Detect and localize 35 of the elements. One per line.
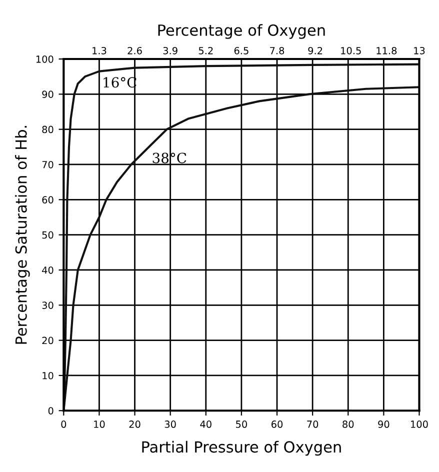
y-axis-title: Percentage Saturation of Hb.	[15, 126, 30, 344]
y-tick-label: 30	[42, 302, 54, 309]
y-tick-label: 20	[42, 336, 54, 344]
x-tick-label: 40	[200, 420, 212, 428]
x-tick-label: 50	[236, 420, 247, 428]
y-tick-label: 10	[42, 372, 54, 380]
x2-tick-label: 3.9	[163, 46, 178, 54]
x2-tick-label: 5.2	[198, 46, 213, 54]
x-tick-label: 10	[94, 420, 105, 428]
x2-tick-label: 11.8	[376, 46, 397, 54]
x2-tick-label: 7.8	[270, 46, 284, 54]
x2-axis-title: Percentage of Oxygen	[158, 24, 325, 39]
y-tick-label: 50	[42, 231, 54, 239]
y-tick-label: 80	[42, 126, 54, 134]
x-tick-label: 60	[272, 420, 283, 428]
x2-tick-label: 1.3	[92, 46, 106, 54]
x2-tick-label: 10.5	[341, 46, 361, 54]
y-tick-label: 60	[42, 196, 54, 204]
y-tick-label: 0	[48, 407, 54, 414]
x2-tick-label: 13	[414, 46, 425, 54]
x-axis-title: Partial Pressure of Oxygen	[142, 440, 341, 456]
y-tick-label: 90	[42, 90, 54, 98]
x2-tick-label: 9.2	[308, 46, 322, 54]
x-tick-label: 0	[61, 420, 66, 428]
x2-tick-label: 6.5	[234, 46, 248, 54]
x-tick-label: 90	[378, 420, 390, 428]
x-tick-label: 80	[342, 420, 354, 428]
x-tick-label: 100	[411, 420, 428, 428]
x-tick-label: 20	[129, 420, 140, 428]
y-tick-label: 70	[42, 160, 54, 168]
x-tick-label: 70	[307, 420, 318, 428]
y-tick-label: 40	[42, 266, 54, 274]
x-tick-label: 30	[164, 420, 176, 428]
y-tick-label: 100	[36, 55, 54, 63]
x2-tick-label: 2.6	[128, 46, 142, 54]
